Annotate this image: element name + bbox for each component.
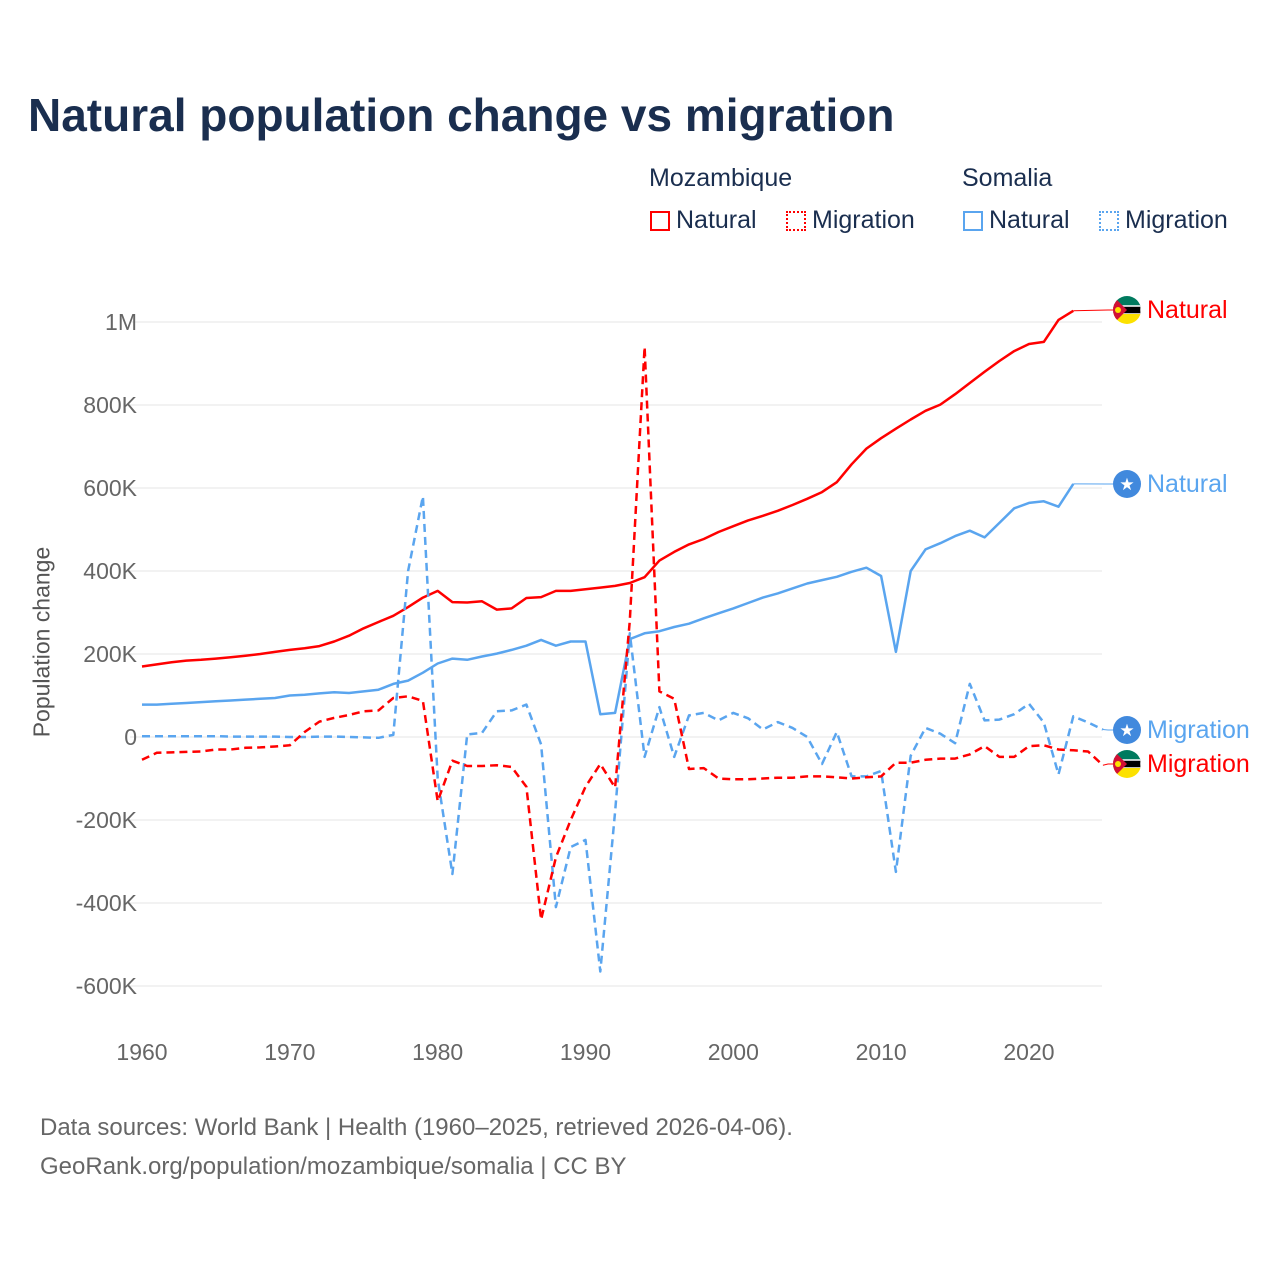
y-tick-label: 600K (83, 475, 137, 501)
series-end-label: Natural (1147, 470, 1228, 498)
legend-label: Migration (1125, 206, 1228, 234)
x-tick-label: 1990 (560, 1039, 611, 1065)
legend-somalia-migration[interactable]: Migration (1099, 206, 1228, 235)
flag-stripe (1113, 768, 1141, 778)
y-tick-label: 400K (83, 558, 137, 584)
legend-label: Migration (812, 206, 915, 234)
series-line-mozambique-natural (141, 309, 1074, 668)
legend-mozambique-natural[interactable]: Natural (650, 206, 757, 235)
flag-stripe (1113, 314, 1141, 324)
flag-circle (1113, 716, 1141, 744)
flag-circle (1113, 470, 1141, 498)
flag-stripe (1113, 750, 1141, 760)
legend-mozambique-migration[interactable]: Migration (786, 206, 915, 235)
source-line-2[interactable]: GeoRank.org/population/mozambique/somali… (40, 1153, 627, 1180)
legend-group-somalia: Somalia (962, 164, 1053, 192)
y-tick-label: 1M (105, 309, 137, 335)
y-tick-label: 200K (83, 641, 137, 667)
legend-label: Natural (676, 206, 757, 234)
swatch-solid-icon (963, 210, 983, 231)
x-tick-label: 1970 (264, 1039, 315, 1065)
flag-stripe (1113, 296, 1141, 306)
source-line-1: Data sources: World Bank | Health (1960–… (40, 1114, 793, 1141)
series-line-somalia-natural (142, 483, 1075, 716)
series-end-label: Migration (1147, 716, 1250, 744)
series-end-label: Natural (1147, 296, 1228, 324)
label-connector (1102, 763, 1113, 766)
star-icon: ★ (1119, 475, 1134, 494)
somalia-flag-icon: ★ (1113, 470, 1141, 498)
flag-body (1113, 296, 1141, 324)
flag-star (1115, 307, 1121, 313)
x-tick-label: 2000 (708, 1039, 759, 1065)
y-tick-label: 0 (124, 724, 137, 750)
mozambique-flag-icon (1113, 296, 1141, 324)
star-icon: ★ (1119, 721, 1134, 740)
series-end-label: Migration (1147, 750, 1250, 778)
series-line-somalia-migration (142, 495, 1104, 973)
swatch-dotted-icon (1099, 210, 1119, 231)
series-line-mozambique-migration (141, 345, 1104, 921)
somalia-flag-icon: ★ (1113, 716, 1141, 744)
chart-title: Natural population change vs migration (28, 89, 895, 141)
legend-label: Natural (989, 206, 1070, 234)
flag-body (1113, 750, 1141, 778)
label-connector (1073, 309, 1113, 312)
y-tick-label: -400K (76, 890, 138, 916)
x-tick-label: 1980 (412, 1039, 463, 1065)
swatch-dotted-icon (786, 210, 806, 231)
y-tick-label: 800K (83, 392, 137, 418)
source-note: Data sources: World Bank | Health (1960–… (40, 1108, 793, 1186)
x-tick-label: 2010 (856, 1039, 907, 1065)
swatch-solid-icon (650, 210, 670, 231)
y-tick-label: -200K (76, 807, 138, 833)
mozambique-flag-icon (1113, 750, 1141, 778)
y-tick-label: -600K (76, 973, 138, 999)
legend-somalia-natural[interactable]: Natural (963, 206, 1070, 235)
legend-group-mozambique: Mozambique (649, 164, 793, 192)
x-tick-label: 2020 (1003, 1039, 1054, 1065)
x-tick-label: 1960 (116, 1039, 167, 1065)
flag-star (1115, 761, 1121, 767)
